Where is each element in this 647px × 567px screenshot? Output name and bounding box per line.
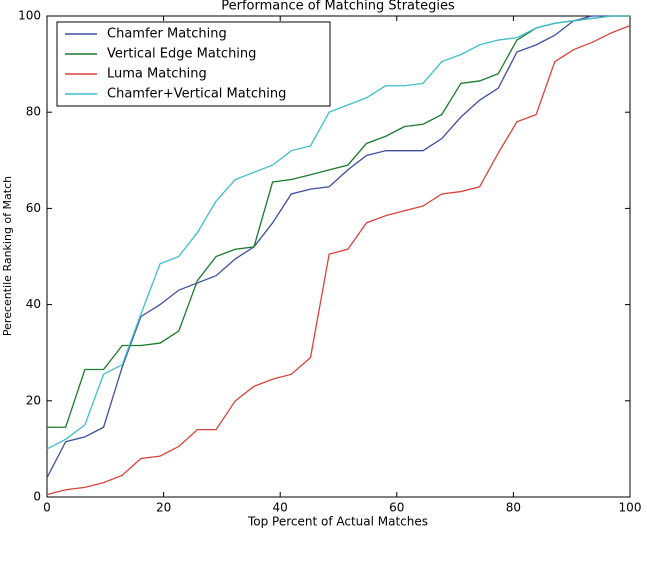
y-axis-label: Perecentile Ranking of Match — [1, 176, 14, 336]
y-tick-label: 60 — [26, 201, 41, 215]
legend-box — [56, 21, 331, 107]
y-tick-label: 0 — [33, 490, 41, 504]
legend-label: Vertical Edge Matching — [107, 47, 256, 62]
legend-label: Chamfer Matching — [107, 27, 227, 42]
x-tick-label: 40 — [273, 501, 288, 515]
legend-label: Chamfer+Vertical Matching — [107, 87, 286, 102]
series-line — [46, 15, 630, 450]
series-line — [46, 25, 631, 496]
x-tick-label: 60 — [389, 501, 404, 515]
plot-frame — [46, 15, 631, 498]
x-tick-label: 0 — [43, 501, 51, 515]
x-tick-label: 20 — [156, 501, 171, 515]
legend-label: Luma Matching — [107, 67, 207, 82]
y-tick-label: 80 — [26, 105, 41, 119]
x-tick-label: 100 — [619, 501, 642, 515]
x-tick-label: 80 — [506, 501, 521, 515]
y-tick-label: 40 — [26, 297, 41, 311]
y-tick-label: 20 — [26, 393, 41, 407]
chart-title: Performance of Matching Strategies — [221, 0, 455, 14]
x-axis-label: Top Percent of Actual Matches — [247, 515, 428, 529]
series-line — [46, 15, 630, 479]
y-tick-label: 100 — [18, 9, 41, 23]
